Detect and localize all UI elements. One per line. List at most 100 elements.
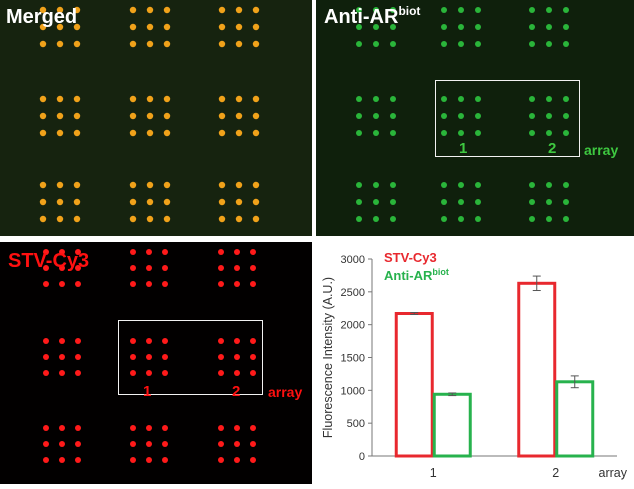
spot [252, 181, 260, 189]
spot [146, 354, 152, 360]
spot [356, 96, 362, 102]
spot [146, 215, 154, 223]
spot [252, 112, 260, 120]
spot [218, 425, 224, 431]
spot [59, 354, 65, 360]
bar [517, 281, 557, 458]
spot [250, 249, 256, 255]
spot [475, 130, 481, 136]
anti-ar-image-panel: Anti-ARbiot 1 2 array [316, 0, 634, 236]
spot [163, 198, 171, 206]
spot [441, 96, 447, 102]
spot [546, 182, 552, 188]
spot [441, 182, 447, 188]
spot [218, 281, 224, 287]
spot [146, 129, 154, 137]
bar [394, 312, 434, 458]
spot [43, 281, 49, 287]
spot [252, 198, 260, 206]
roi-label-2: 2 [548, 140, 557, 157]
spot [235, 181, 243, 189]
merged-image-panel: Merged [0, 0, 312, 236]
spot [529, 130, 535, 136]
stv-cy3-spot-array [43, 249, 256, 463]
spot [162, 425, 168, 431]
spot [235, 198, 243, 206]
spot [75, 281, 81, 287]
spot [218, 23, 226, 31]
spot [235, 95, 243, 103]
spot [234, 425, 240, 431]
spot [43, 370, 49, 376]
spot [475, 96, 481, 102]
spot [563, 7, 569, 13]
spot [234, 249, 240, 255]
spot [146, 338, 152, 344]
spot [441, 7, 447, 13]
spot [39, 6, 47, 14]
spot [563, 113, 569, 119]
bar [432, 392, 472, 458]
spot [75, 370, 81, 376]
spot [252, 129, 260, 137]
spot [73, 95, 81, 103]
spot [563, 96, 569, 102]
spot [250, 281, 256, 287]
spot [218, 112, 226, 120]
spot [458, 130, 464, 136]
spot [130, 281, 136, 287]
y-tick-label: 3000 [341, 254, 365, 266]
spot [39, 112, 47, 120]
roi-label-1: 1 [459, 140, 468, 157]
spot [146, 249, 152, 255]
spot [73, 23, 81, 31]
spot [43, 441, 49, 447]
spot [546, 96, 552, 102]
spot [390, 96, 396, 102]
spot [218, 198, 226, 206]
spot [356, 41, 362, 47]
spot [563, 182, 569, 188]
spot [234, 370, 240, 376]
y-tick-label: 500 [347, 418, 365, 430]
roi-box [118, 320, 263, 395]
spot [218, 338, 224, 344]
spot [162, 370, 168, 376]
bar [555, 380, 595, 458]
spot [39, 95, 47, 103]
spot [129, 23, 137, 31]
error-bar [410, 312, 419, 315]
spot [356, 216, 362, 222]
spot [75, 354, 81, 360]
spot [458, 113, 464, 119]
spot [563, 199, 569, 205]
spot [129, 112, 137, 120]
spot [43, 265, 49, 271]
spot [356, 130, 362, 136]
spot [75, 425, 81, 431]
spot [56, 215, 64, 223]
spot [356, 113, 362, 119]
spot [129, 6, 137, 14]
spot [43, 354, 49, 360]
spot [546, 199, 552, 205]
roi-label-2: 2 [232, 383, 241, 400]
y-tick-label: 1000 [341, 385, 365, 397]
spot [234, 281, 240, 287]
spot [162, 457, 168, 463]
spot [75, 441, 81, 447]
spot [373, 130, 379, 136]
spot [59, 457, 65, 463]
spot [252, 215, 260, 223]
spot [146, 441, 152, 447]
spot [146, 370, 152, 376]
spot [129, 95, 137, 103]
spot [390, 182, 396, 188]
anti-ar-spot-array [356, 7, 569, 222]
spot [458, 96, 464, 102]
spot [129, 40, 137, 48]
spot [390, 24, 396, 30]
spot [146, 457, 152, 463]
spot [458, 24, 464, 30]
spot [218, 129, 226, 137]
